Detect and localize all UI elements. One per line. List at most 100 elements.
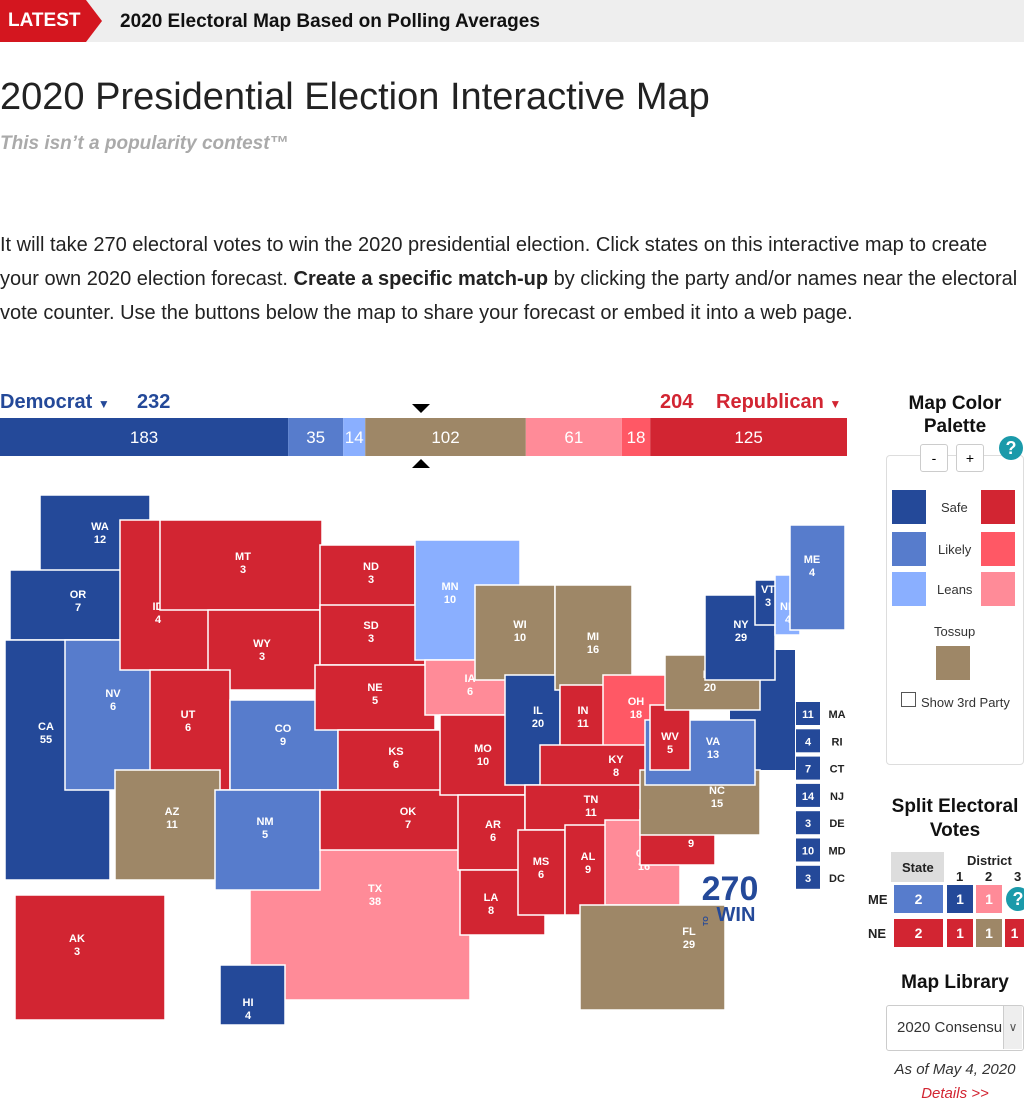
- details-link[interactable]: Details >>: [921, 1085, 989, 1102]
- swatch[interactable]: [981, 490, 1015, 524]
- state-shape[interactable]: [474, 584, 556, 681]
- banner: [0, 0, 1024, 42]
- state-votes: 11: [585, 807, 597, 819]
- small-state-votes: 14: [802, 791, 815, 803]
- state-votes: 6: [538, 869, 544, 881]
- swatch[interactable]: [936, 646, 970, 680]
- small-state-box[interactable]: [796, 702, 820, 725]
- state-shape[interactable]: [219, 964, 286, 1026]
- state-abbr: NY: [733, 619, 749, 631]
- dem-label[interactable]: Democrat ▼: [0, 391, 110, 413]
- split-help[interactable]: ?: [1006, 887, 1024, 911]
- third-party-label[interactable]: Show 3rd Party: [921, 695, 1010, 710]
- small-state-box[interactable]: [796, 783, 820, 807]
- state-votes: 5: [667, 744, 673, 756]
- state-abbr: AK: [69, 933, 85, 945]
- state-shape[interactable]: [319, 544, 416, 611]
- me-d1[interactable]: 1: [947, 885, 973, 913]
- state-votes: 10: [477, 756, 489, 768]
- intro-bold: Create a specific match-up: [293, 268, 549, 290]
- checkbox[interactable]: [901, 692, 916, 707]
- rep-label[interactable]: Republican ▼: [716, 391, 842, 413]
- state-abbr: MN: [441, 581, 458, 593]
- small-state-box[interactable]: [796, 838, 820, 862]
- small-state-box[interactable]: [796, 865, 820, 889]
- intro-text: It will take 270 electoral votes to win …: [0, 234, 988, 290]
- state-shape[interactable]: [214, 789, 321, 891]
- state-votes: 12: [94, 534, 106, 546]
- state-votes: 15: [711, 798, 723, 810]
- state-abbr: FL: [682, 926, 696, 938]
- state-shape[interactable]: [159, 519, 323, 611]
- state-votes: 4: [245, 1010, 252, 1022]
- state-votes: 5: [262, 829, 268, 841]
- state-shape[interactable]: [789, 524, 846, 631]
- state-abbr: ND: [363, 561, 379, 573]
- state-shape[interactable]: [564, 824, 611, 916]
- state-votes: 4: [809, 567, 816, 579]
- ne-d3[interactable]: 1: [1005, 919, 1024, 947]
- state-abbr: NC: [709, 785, 725, 797]
- state-shape[interactable]: [644, 719, 756, 786]
- swatch[interactable]: [981, 532, 1015, 566]
- state-shape[interactable]: [114, 769, 221, 881]
- headline[interactable]: 2020 Electoral Map Based on Polling Aver…: [120, 11, 540, 32]
- bar-segment: [343, 418, 366, 456]
- state-shape[interactable]: [554, 584, 633, 691]
- state-votes: 3: [368, 633, 374, 645]
- state-votes: 6: [467, 686, 473, 698]
- state-shape[interactable]: [9, 569, 136, 641]
- small-state-votes: 4: [805, 736, 812, 748]
- palette-help[interactable]: ?: [999, 436, 1023, 460]
- state-abbr: HI: [243, 997, 254, 1009]
- state-shape[interactable]: [579, 904, 726, 1011]
- swatch[interactable]: [892, 572, 926, 606]
- dem-name[interactable]: Democrat: [0, 391, 93, 413]
- swatch[interactable]: [892, 490, 926, 524]
- bar-segment: [0, 418, 289, 456]
- ne-d1[interactable]: 1: [947, 919, 973, 947]
- state-votes: 4: [155, 614, 162, 626]
- bar-segment: [525, 418, 622, 456]
- state-abbr: IL: [533, 705, 543, 717]
- small-state-abbr: RI: [832, 736, 843, 748]
- small-state-box[interactable]: [796, 729, 820, 753]
- state-shape[interactable]: [14, 894, 166, 1021]
- library-selected[interactable]: 2020 Consensu: [897, 1019, 1002, 1036]
- state-votes: 9: [688, 838, 694, 850]
- rep-name[interactable]: Republican: [716, 391, 824, 413]
- swatch[interactable]: [981, 572, 1015, 606]
- ne-d2[interactable]: 1: [976, 919, 1002, 947]
- me-state[interactable]: 2: [894, 885, 943, 913]
- state-shape[interactable]: [457, 794, 526, 871]
- bar-label: 183: [130, 428, 158, 447]
- state-abbr: OK: [400, 806, 417, 818]
- swatch[interactable]: [892, 532, 926, 566]
- intro: It will take 270 electoral votes to win …: [0, 228, 1024, 330]
- split-title: Split Electoral Votes: [891, 796, 1019, 841]
- bar-label: 35: [306, 428, 325, 447]
- palette-title: Map Color Palette: [908, 393, 1002, 437]
- state-votes: 3: [368, 574, 374, 586]
- state-abbr: SD: [363, 620, 378, 632]
- select-arrow[interactable]: ∨: [1003, 1006, 1022, 1049]
- me-d2[interactable]: 1: [976, 885, 1002, 913]
- state-abbr: OH: [628, 696, 645, 708]
- small-state-box[interactable]: [796, 756, 820, 780]
- state-abbr: TX: [368, 883, 383, 895]
- small-state-box[interactable]: [796, 811, 820, 835]
- state-abbr: OR: [70, 589, 87, 601]
- state-shape[interactable]: [319, 789, 461, 851]
- state-abbr: AL: [581, 851, 596, 863]
- state-votes: 20: [532, 718, 544, 730]
- state-abbr: MO: [474, 743, 492, 755]
- bar-label: 14: [345, 428, 364, 447]
- state-shape[interactable]: [649, 704, 691, 771]
- state-abbr: VT: [761, 584, 775, 596]
- palette-minus[interactable]: -: [920, 444, 948, 472]
- small-state-votes: 11: [802, 709, 814, 721]
- ne-state[interactable]: 2: [894, 919, 943, 947]
- state-abbr: VA: [706, 736, 721, 748]
- palette-plus[interactable]: +: [956, 444, 984, 472]
- state-shape[interactable]: [319, 604, 426, 666]
